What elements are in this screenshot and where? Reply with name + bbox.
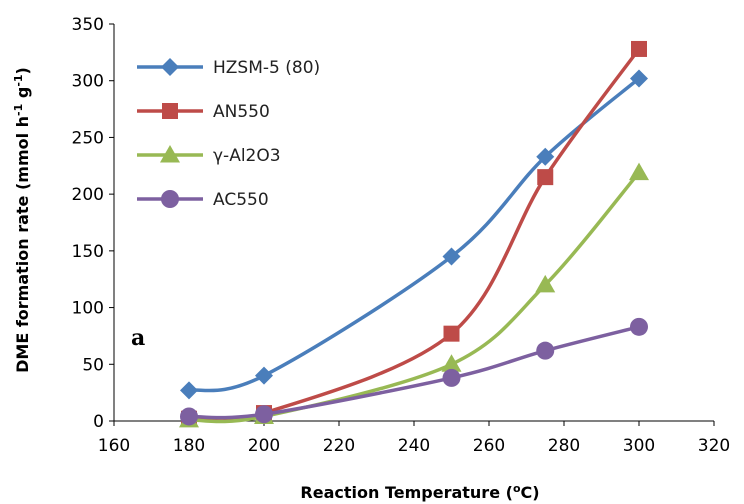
x-tick-label: 260 (473, 436, 505, 456)
y-tick-label: 250 (72, 128, 104, 148)
x-tick-label: 240 (398, 436, 430, 456)
data-point (255, 405, 273, 424)
data-point (629, 162, 649, 181)
legend-label: AC550 (213, 190, 269, 210)
data-point (536, 147, 555, 166)
legend-label: HZSM-5 (80) (213, 58, 320, 78)
x-axis-title: Reaction Temperature (oC) (300, 482, 539, 502)
data-point (630, 317, 648, 336)
y-tick-label: 200 (72, 185, 104, 205)
legend-item: AN550 (137, 102, 270, 122)
legend-marker (161, 190, 179, 208)
y-tick-label: 0 (93, 412, 104, 432)
y-tick-label: 50 (82, 355, 104, 375)
data-point (537, 169, 554, 186)
data-point (180, 407, 198, 426)
legend-item: γ-Al2O3 (137, 145, 281, 166)
y-tick-label: 350 (72, 15, 104, 35)
x-tick-label: 220 (323, 436, 355, 456)
data-point (630, 69, 648, 88)
data-point (255, 366, 273, 385)
y-tick-label: 150 (72, 242, 104, 262)
axes: 0 50 100 150 200 250 300 350 160 180 200 220 240 260 2… (72, 15, 731, 456)
series-1 (181, 40, 647, 427)
data-point (442, 247, 461, 266)
x-tick-label: 200 (248, 436, 280, 456)
panel-label: a (131, 325, 145, 351)
data-point (535, 274, 556, 293)
series-layer (179, 40, 649, 428)
data-point (442, 368, 461, 387)
data-point (180, 381, 198, 400)
legend-item: AC550 (137, 190, 269, 210)
y-axis-title: DME formation rate (mmol h-1 g-1) (12, 67, 32, 373)
data-point (631, 40, 647, 57)
x-tick-label: 300 (623, 436, 655, 456)
series-line (188, 325, 640, 420)
legend-marker (162, 103, 178, 119)
x-tick-label: 320 (698, 436, 730, 456)
data-point (441, 354, 462, 372)
x-tick-label: 160 (98, 436, 130, 456)
legend-item: HZSM-5 (80) (137, 58, 320, 78)
legend: HZSM-5 (80) AN550 γ-Al2O3 AC550 (137, 58, 320, 210)
data-point (443, 325, 460, 342)
legend-marker (161, 58, 179, 76)
series-3 (180, 317, 648, 426)
legend-label: AN550 (213, 102, 270, 122)
data-point (536, 341, 555, 360)
legend-marker (160, 145, 180, 163)
series-0 (180, 69, 648, 400)
legend-label: γ-Al2O3 (213, 146, 281, 166)
y-tick-label: 100 (72, 299, 104, 319)
x-tick-label: 180 (173, 436, 205, 456)
y-tick-label: 300 (72, 72, 104, 92)
x-tick-label: 280 (548, 436, 580, 456)
